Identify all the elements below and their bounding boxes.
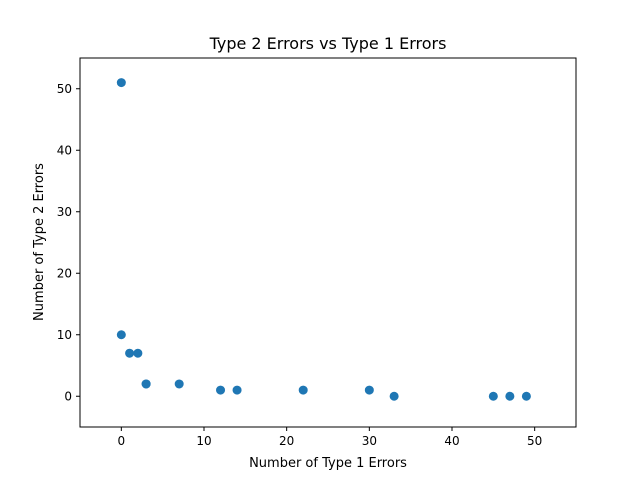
data-point	[174, 379, 184, 389]
chart-title: Type 2 Errors vs Type 1 Errors	[209, 34, 447, 53]
data-point	[116, 78, 126, 88]
data-point	[141, 379, 151, 389]
data-point	[505, 391, 515, 401]
data-point	[216, 385, 226, 395]
x-axis-label: Number of Type 1 Errors	[249, 456, 407, 471]
y-tick-label: 50	[57, 82, 72, 96]
plot-frame	[79, 57, 577, 428]
y-tick-label: 10	[57, 328, 72, 342]
data-point	[364, 385, 374, 395]
y-tick-label: 0	[64, 389, 72, 403]
data-point	[116, 330, 126, 340]
data-point	[125, 348, 135, 358]
y-tick-label: 20	[57, 266, 72, 280]
y-tick-label: 40	[57, 143, 72, 157]
data-points	[116, 78, 531, 401]
data-point	[232, 385, 242, 395]
data-point	[133, 348, 143, 358]
x-tick-label: 10	[196, 434, 211, 448]
y-tick-label: 30	[57, 205, 72, 219]
x-tick-label: 0	[118, 434, 126, 448]
data-point	[389, 391, 399, 401]
x-tick-label: 20	[279, 434, 294, 448]
x-tick-label: 40	[444, 434, 459, 448]
data-point	[298, 385, 308, 395]
y-axis-label: Number of Type 2 Errors	[32, 163, 47, 321]
axis-ticks: 0 10 20 30 40 50 0 10 20 30 40 50	[57, 82, 543, 448]
x-tick-label: 30	[362, 434, 377, 448]
data-point	[521, 391, 531, 401]
data-point	[488, 391, 498, 401]
x-tick-label: 50	[527, 434, 542, 448]
